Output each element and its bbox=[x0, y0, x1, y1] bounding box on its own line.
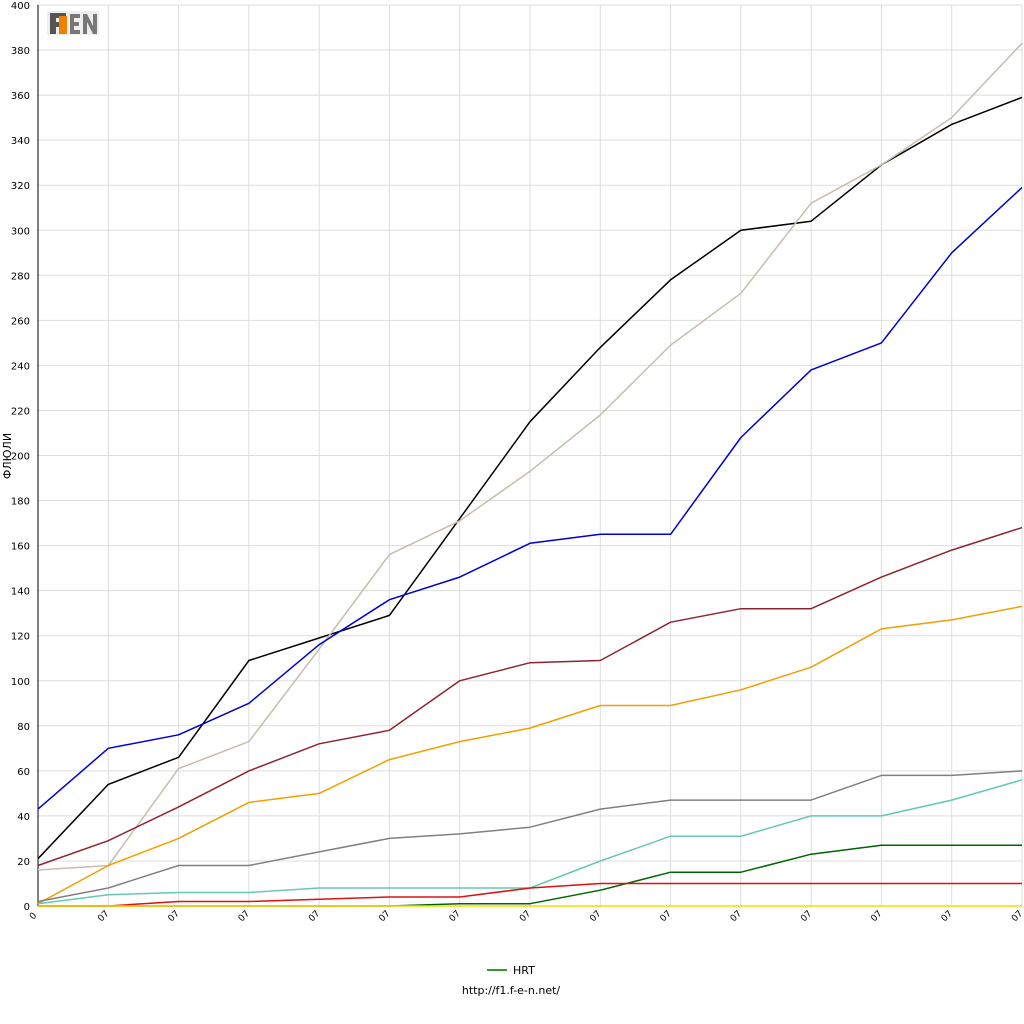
y-tick-label: 340 bbox=[11, 136, 30, 147]
y-tick-label: 360 bbox=[11, 91, 30, 102]
series-line-6 bbox=[37, 770, 1023, 903]
x-tick-label: 07 bbox=[1010, 909, 1024, 924]
x-tick-label: 07 bbox=[588, 909, 603, 924]
y-tick-label: 300 bbox=[11, 226, 30, 237]
x-tick-labels: 0 07 07 07 07 07 07 07 07 07 07 07 07 07 07 bbox=[28, 909, 1024, 924]
x-tick-label: 07 bbox=[96, 909, 111, 924]
series-line-3 bbox=[37, 186, 1023, 810]
y-tick-label: 100 bbox=[11, 677, 30, 688]
y-tick-label: 200 bbox=[11, 452, 30, 463]
series-line-4 bbox=[37, 526, 1023, 867]
legend: HRT bbox=[487, 964, 535, 977]
y-tick-label: 280 bbox=[11, 271, 30, 282]
y-tick-label: 20 bbox=[17, 857, 30, 868]
y-tick-label: 400 bbox=[11, 1, 30, 12]
y-tick-label: 180 bbox=[11, 497, 30, 508]
y-tick-label: 160 bbox=[11, 542, 30, 553]
y-tick-label: 380 bbox=[11, 46, 30, 57]
series-line-9 bbox=[38, 882, 1022, 907]
series-line-5 bbox=[37, 605, 1023, 905]
y-tick-label: 120 bbox=[11, 632, 30, 643]
x-tick-label: 07 bbox=[940, 909, 955, 924]
legend-label-hrt: HRT bbox=[513, 964, 535, 977]
x-tick-label: 07 bbox=[167, 909, 182, 924]
y-tick-label: 320 bbox=[11, 181, 30, 192]
x-tick-label: 07 bbox=[377, 909, 392, 924]
x-tick-label: 07 bbox=[448, 909, 463, 924]
y-axis-label: ФЛЮЛИ bbox=[1, 433, 14, 479]
series-lines bbox=[37, 42, 1023, 907]
y-tick-label: 260 bbox=[11, 316, 30, 327]
source-url: http://f1.f-e-n.net/ bbox=[462, 984, 561, 997]
x-tick-label: 07 bbox=[237, 909, 252, 924]
x-tick-label: 07 bbox=[518, 909, 533, 924]
y-tick-label: 220 bbox=[11, 406, 30, 417]
f1en-logo bbox=[46, 8, 100, 38]
y-tick-label: 60 bbox=[17, 767, 30, 778]
x-tick-label: 07 bbox=[729, 909, 744, 924]
x-tick-label: 07 bbox=[869, 909, 884, 924]
x-tick-label: 07 bbox=[799, 909, 814, 924]
y-tick-label: 240 bbox=[11, 361, 30, 372]
series-line-2 bbox=[37, 42, 1023, 871]
y-tick-labels: 0 20 40 60 80 100 120 140 160 180 200 220 240 260 280 3… bbox=[11, 1, 30, 913]
x-tick-label: 0 bbox=[28, 911, 39, 922]
y-tick-label: 80 bbox=[17, 722, 30, 733]
x-tick-label: 07 bbox=[307, 909, 322, 924]
grid bbox=[37, 4, 1023, 907]
y-tick-label: 40 bbox=[17, 812, 30, 823]
x-tick-label: 07 bbox=[659, 909, 674, 924]
y-tick-label: 0 bbox=[24, 902, 30, 913]
y-tick-label: 140 bbox=[11, 587, 30, 598]
